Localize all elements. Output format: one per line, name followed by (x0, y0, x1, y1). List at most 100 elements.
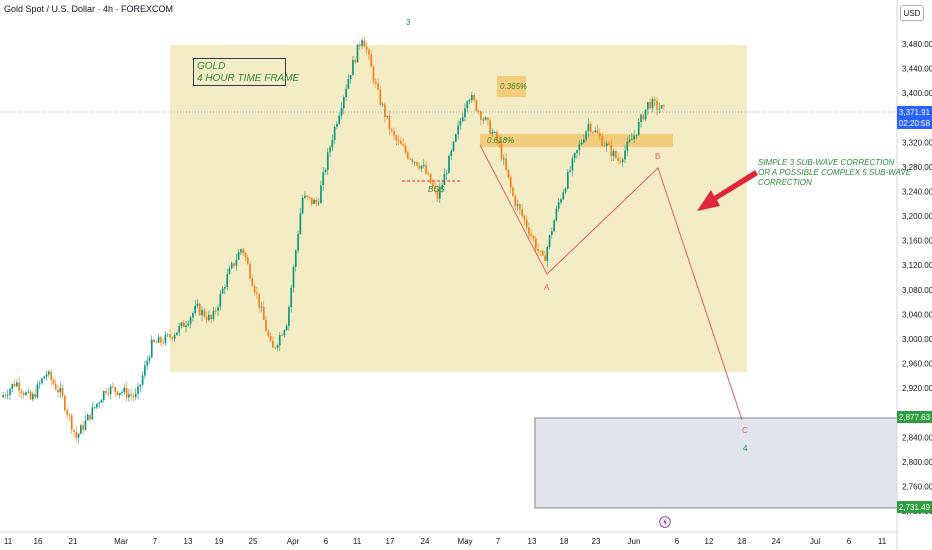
candle-body (514, 196, 517, 206)
candle-body (461, 117, 464, 122)
candle-body (137, 386, 139, 394)
candle-body (457, 125, 459, 135)
candle-body (656, 100, 658, 110)
candle-body (52, 380, 55, 384)
candle-body (518, 204, 521, 210)
candle-body (411, 159, 414, 163)
candle-body (169, 334, 171, 338)
target-zone (534, 417, 898, 509)
time-axis[interactable]: 11 16 21 Mar 7 13 19 25 Apr 6 11 17 24 May 7 13 18 23 Jun 6… (4, 537, 887, 546)
candle-body (342, 97, 345, 109)
time-tick-label: Jul (810, 537, 820, 546)
candle-body (253, 286, 256, 293)
candle-body (164, 334, 167, 344)
candle-body (105, 390, 107, 393)
candle-body (13, 383, 16, 387)
candle-body (114, 387, 117, 392)
candle-body (301, 197, 304, 214)
candle-body (212, 310, 215, 320)
time-tick-label: Mar (114, 537, 128, 546)
level-upper-tag: 2,877.63 (897, 411, 932, 423)
candle-body (128, 394, 130, 398)
candle-body (539, 250, 542, 252)
time-tick-label: 13 (184, 537, 193, 546)
price-tick-label: 2,920.00 (902, 384, 932, 393)
candle-body (480, 111, 482, 120)
candle-body (496, 132, 498, 141)
candle-body (436, 189, 439, 199)
price-tick-label: 3,440.00 (902, 65, 932, 74)
candle-body (6, 394, 9, 396)
candle-body (384, 104, 386, 117)
candle-body (454, 134, 457, 142)
candle-body (278, 335, 281, 346)
candle-body (498, 140, 501, 144)
candle-body (580, 142, 583, 145)
candle-body (283, 330, 286, 336)
candle-body (64, 395, 66, 411)
candle-body (141, 375, 144, 385)
candle-body (438, 188, 441, 199)
price-tick-label: 3,480.00 (902, 40, 932, 49)
candle-body (345, 88, 347, 98)
candle-body (555, 208, 558, 221)
price-tick-label: 3,000.00 (902, 335, 932, 344)
candle-body (96, 403, 98, 408)
candle-body (450, 150, 453, 156)
candle-body (592, 131, 594, 133)
candle-body (320, 185, 322, 204)
candle-body (612, 150, 615, 157)
candle-body (354, 59, 357, 63)
candle-body (185, 325, 187, 328)
candle-body (374, 81, 377, 84)
candle-body (180, 322, 183, 327)
candle-body (9, 388, 11, 395)
candle-body (116, 391, 119, 395)
candle-body (473, 94, 475, 101)
candle-body (150, 339, 153, 358)
time-tick-label: Apr (287, 537, 300, 546)
candle-body (413, 162, 416, 163)
candle-body (628, 139, 631, 142)
candle-body (221, 288, 224, 294)
time-tick-label: 25 (249, 537, 258, 546)
candle-body (562, 192, 565, 200)
fib-0618-zone (480, 134, 673, 147)
candle-body (198, 303, 201, 316)
candle-body (402, 144, 405, 146)
candle-body (534, 238, 537, 249)
candle-body (466, 101, 469, 109)
candle-body (93, 407, 96, 409)
candle-body (589, 123, 592, 132)
candle-body (352, 59, 354, 76)
candle-body (379, 89, 382, 105)
candle-body (285, 325, 288, 331)
candle-body (70, 415, 73, 430)
wave-b-label: B (655, 152, 661, 161)
candle-body (84, 420, 87, 430)
candle-body (358, 44, 361, 47)
candle-body (486, 117, 489, 121)
candle-body (121, 392, 123, 394)
currency-button[interactable]: USD (900, 5, 924, 21)
candle-body (306, 195, 309, 198)
candle-body (329, 147, 331, 153)
correction-note: SIMPLE 3 SUB-WAVE CORRECTION OR A POSSIB… (758, 158, 911, 188)
candle-body (468, 99, 471, 102)
candle-body (210, 314, 213, 320)
lightning-icon[interactable] (659, 516, 671, 528)
time-tick-label: 6 (324, 537, 329, 546)
price-tick-label: 3,240.00 (902, 187, 932, 196)
candle-body (54, 383, 57, 390)
time-tick-label: 23 (592, 537, 601, 546)
time-tick-label: 12 (705, 537, 714, 546)
time-tick-label: 18 (560, 537, 569, 546)
time-tick-label: 24 (421, 537, 430, 546)
candle-body (192, 313, 194, 318)
candle-body (171, 337, 174, 339)
candle-body (564, 188, 567, 193)
time-tick-label: 11 (4, 537, 13, 546)
candle-body (615, 150, 617, 158)
candle-body (178, 326, 181, 333)
